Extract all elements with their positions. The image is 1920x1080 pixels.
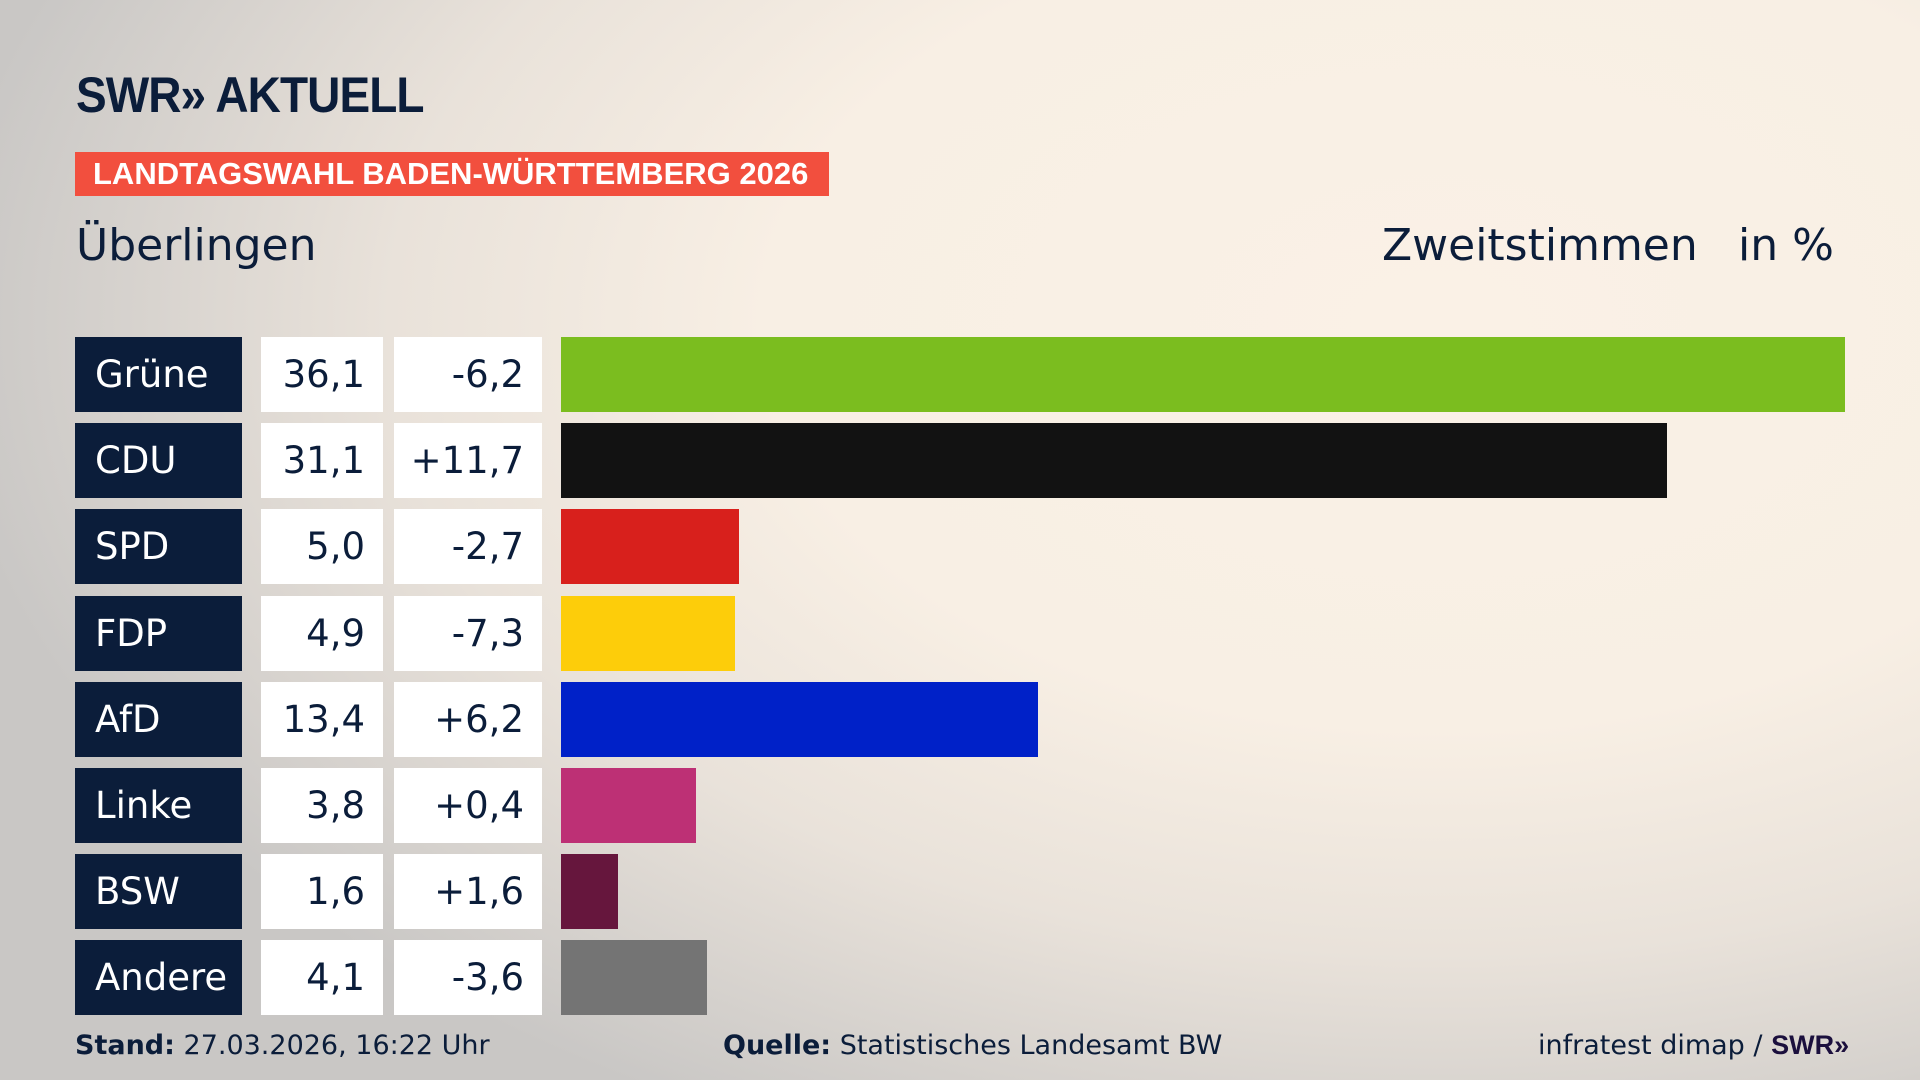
vote-type-header: Zweitstimmen — [1382, 220, 1698, 271]
timestamp: Stand: 27.03.2026, 16:22 Uhr — [75, 1030, 490, 1061]
party-name: Grüne — [75, 337, 242, 412]
credit: infratest dimap / SWR» — [1538, 1030, 1849, 1061]
party-bar — [561, 854, 618, 930]
party-row: Linke 3,8 +0,4 — [0, 768, 1920, 843]
party-value: 4,9 — [261, 595, 383, 671]
party-bar — [561, 423, 1668, 499]
party-bar — [561, 768, 697, 843]
party-row: CDU 31,1 +11,7 — [0, 423, 1920, 499]
party-value: 4,1 — [261, 940, 383, 1016]
party-bar — [561, 509, 739, 585]
party-name: SPD — [75, 509, 242, 585]
credit-text: infratest dimap / — [1538, 1030, 1772, 1061]
party-row: Andere 4,1 -3,6 — [0, 940, 1920, 1016]
party-row: Grüne 36,1 -6,2 — [0, 337, 1920, 412]
party-value: 5,0 — [261, 509, 383, 585]
party-name: CDU — [75, 423, 242, 499]
party-bar — [561, 681, 1038, 757]
party-value: 31,1 — [261, 423, 383, 499]
place-title: Überlingen — [76, 220, 317, 271]
party-bar — [561, 940, 707, 1016]
party-row: AfD 13,4 +6,2 — [0, 681, 1920, 757]
party-value: 3,8 — [261, 768, 383, 843]
party-diff: +11,7 — [394, 423, 542, 499]
party-diff: +0,4 — [394, 768, 542, 843]
party-row: FDP 4,9 -7,3 — [0, 595, 1920, 671]
party-row: SPD 5,0 -2,7 — [0, 509, 1920, 585]
party-bar — [561, 337, 1845, 412]
source-label: Quelle: — [723, 1030, 832, 1061]
party-diff: -2,7 — [394, 509, 542, 585]
swr-logo: SWR» — [1771, 1030, 1850, 1060]
party-row: BSW 1,6 +1,6 — [0, 854, 1920, 930]
source: Quelle: Statistisches Landesamt BW — [723, 1030, 1222, 1061]
stand-label: Stand: — [75, 1030, 175, 1061]
party-name: FDP — [75, 595, 242, 671]
party-diff: -6,2 — [394, 337, 542, 412]
party-name: Linke — [75, 768, 242, 843]
party-diff: +6,2 — [394, 681, 542, 757]
party-diff: -3,6 — [394, 940, 542, 1016]
swr-aktuell-logo: SWR» AKTUELL — [76, 67, 424, 123]
party-diff: -7,3 — [394, 595, 542, 671]
source-value: Statistisches Landesamt BW — [839, 1030, 1223, 1061]
party-bar — [561, 595, 736, 671]
party-value: 36,1 — [261, 337, 383, 412]
election-banner: LANDTAGSWAHL BADEN-WÜRTTEMBERG 2026 — [75, 152, 829, 196]
party-value: 13,4 — [261, 681, 383, 757]
party-diff: +1,6 — [394, 854, 542, 930]
party-value: 1,6 — [261, 854, 383, 930]
party-name: AfD — [75, 681, 242, 757]
party-name: BSW — [75, 854, 242, 930]
unit-header: in % — [1738, 220, 1834, 271]
party-name: Andere — [75, 940, 242, 1016]
stand-value: 27.03.2026, 16:22 Uhr — [183, 1030, 490, 1061]
